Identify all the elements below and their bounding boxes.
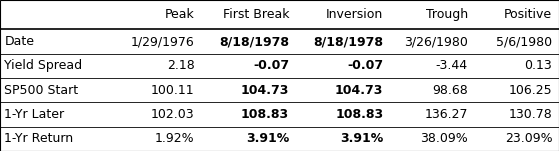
Text: -3.44: -3.44 [435,59,468,72]
Text: 1.92%: 1.92% [155,132,195,145]
Text: 100.11: 100.11 [151,84,195,97]
Text: Positive: Positive [504,8,552,21]
Text: 2.18: 2.18 [167,59,195,72]
Text: 104.73: 104.73 [335,84,383,97]
Text: -0.07: -0.07 [347,59,383,72]
Text: 3.91%: 3.91% [340,132,383,145]
Text: 108.83: 108.83 [335,108,383,121]
Text: Yield Spread: Yield Spread [4,59,83,72]
Text: 3/26/1980: 3/26/1980 [404,35,468,48]
Text: SP500 Start: SP500 Start [4,84,79,97]
Text: 8/18/1978: 8/18/1978 [313,35,383,48]
Text: 104.73: 104.73 [241,84,289,97]
Text: 8/18/1978: 8/18/1978 [219,35,289,48]
Text: 1/29/1976: 1/29/1976 [131,35,195,48]
Text: 5/6/1980: 5/6/1980 [496,35,552,48]
Text: Trough: Trough [425,8,468,21]
Text: Peak: Peak [165,8,195,21]
Text: 23.09%: 23.09% [505,132,552,145]
Text: 98.68: 98.68 [432,84,468,97]
Text: 3.91%: 3.91% [246,132,289,145]
Text: 106.25: 106.25 [509,84,552,97]
Text: 108.83: 108.83 [241,108,289,121]
Text: 136.27: 136.27 [424,108,468,121]
Text: 102.03: 102.03 [151,108,195,121]
Text: 1-Yr Later: 1-Yr Later [4,108,65,121]
Text: Inversion: Inversion [326,8,383,21]
Text: First Break: First Break [222,8,289,21]
Text: 1-Yr Return: 1-Yr Return [4,132,74,145]
Text: 0.13: 0.13 [524,59,552,72]
Text: 38.09%: 38.09% [420,132,468,145]
Text: 130.78: 130.78 [509,108,552,121]
Text: -0.07: -0.07 [253,59,289,72]
Text: Date: Date [4,35,35,48]
